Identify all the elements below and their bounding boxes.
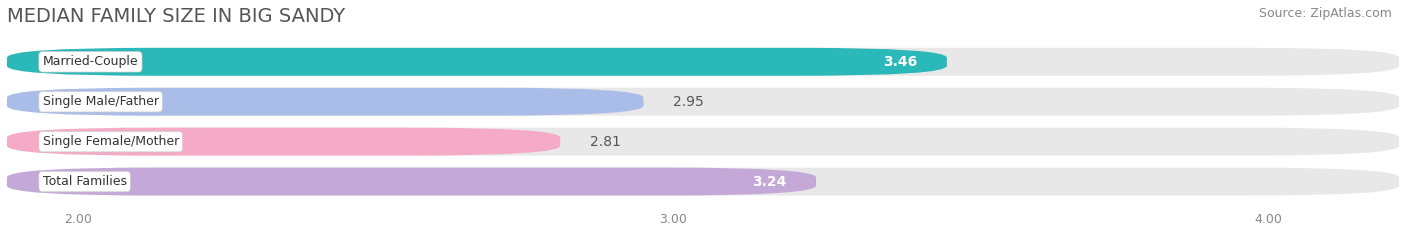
FancyBboxPatch shape — [7, 128, 1399, 156]
Text: 3.24: 3.24 — [752, 175, 786, 188]
FancyBboxPatch shape — [7, 88, 644, 116]
Text: Married-Couple: Married-Couple — [42, 55, 138, 68]
FancyBboxPatch shape — [7, 48, 946, 76]
FancyBboxPatch shape — [7, 168, 815, 195]
FancyBboxPatch shape — [7, 48, 1399, 76]
Text: Source: ZipAtlas.com: Source: ZipAtlas.com — [1258, 7, 1392, 20]
FancyBboxPatch shape — [7, 128, 560, 156]
Text: 2.81: 2.81 — [591, 135, 621, 149]
Text: 3.46: 3.46 — [883, 55, 917, 69]
Text: Single Male/Father: Single Male/Father — [42, 95, 159, 108]
FancyBboxPatch shape — [7, 168, 1399, 195]
Text: Total Families: Total Families — [42, 175, 127, 188]
Text: 2.95: 2.95 — [673, 95, 704, 109]
FancyBboxPatch shape — [7, 88, 1399, 116]
Text: Single Female/Mother: Single Female/Mother — [42, 135, 179, 148]
Text: MEDIAN FAMILY SIZE IN BIG SANDY: MEDIAN FAMILY SIZE IN BIG SANDY — [7, 7, 344, 26]
